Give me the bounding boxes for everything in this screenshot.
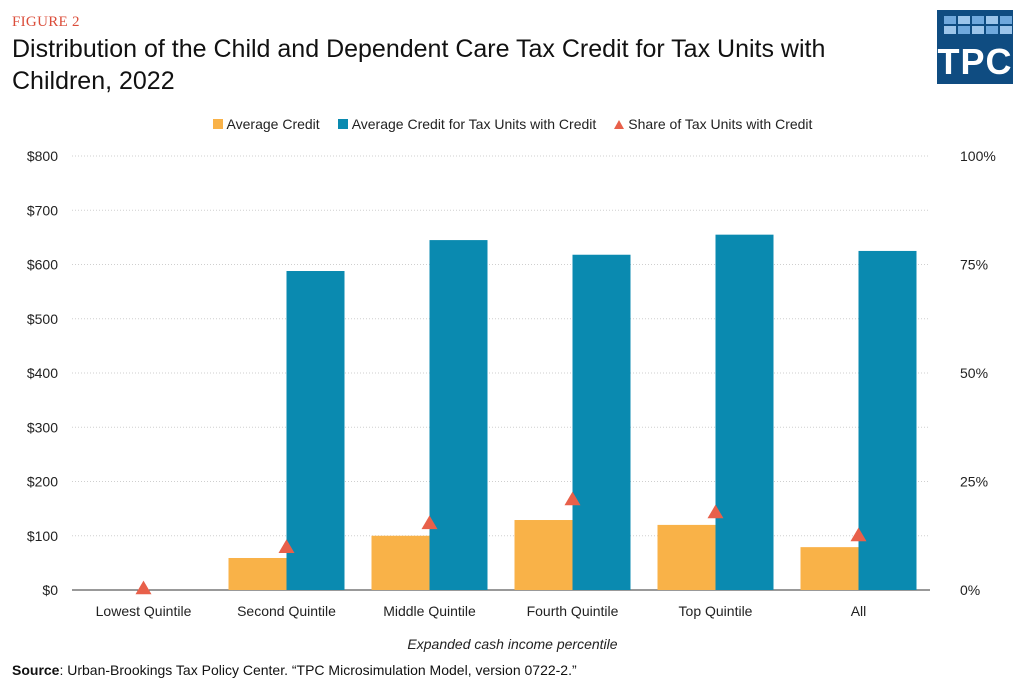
y2-tick-label: 0% <box>960 582 980 598</box>
logo-grid-icon <box>944 16 1012 34</box>
source-text: : Urban-Brookings Tax Policy Center. “TP… <box>59 662 577 678</box>
y-tick-label: $600 <box>27 257 58 273</box>
x-tick-label: Fourth Quintile <box>527 603 619 619</box>
y-tick-label: $200 <box>27 474 58 490</box>
x-tick-label: Middle Quintile <box>383 603 476 619</box>
chart-title: Distribution of the Child and Dependent … <box>12 35 826 95</box>
marker-share <box>278 539 295 553</box>
source-label: Source <box>12 662 60 678</box>
x-tick-label: Lowest Quintile <box>96 603 192 619</box>
x-tick-label: All <box>851 603 867 619</box>
legend-label: Average Credit <box>226 116 320 132</box>
x-tick-label: Top Quintile <box>679 603 753 619</box>
bar-average-credit-with-credit <box>429 240 488 590</box>
logo-text: TPC <box>937 41 1013 82</box>
y-tick-label: $500 <box>27 311 58 327</box>
chart-legend: Average Credit Average Credit for Tax Un… <box>0 116 1025 132</box>
legend-swatch-average-credit <box>212 119 223 129</box>
y2-tick-label: 50% <box>960 365 988 381</box>
x-tick-label: Second Quintile <box>237 603 336 619</box>
y-tick-label: $800 <box>27 148 58 164</box>
bar-average-credit-with-credit <box>858 250 917 590</box>
bar-average-credit <box>371 535 430 590</box>
y2-tick-label: 75% <box>960 257 988 273</box>
source-note: Source: Urban-Brookings Tax Policy Cente… <box>12 662 577 678</box>
figure-label: FIGURE 2 <box>12 14 80 30</box>
y-tick-label: $700 <box>27 202 58 218</box>
y-tick-label: $300 <box>27 419 58 435</box>
bar-average-credit-with-credit <box>572 254 631 591</box>
bar-average-credit-with-credit <box>715 234 774 590</box>
bar-average-credit <box>228 557 287 590</box>
bar-average-credit-with-credit <box>286 271 345 590</box>
marker-share <box>707 504 724 519</box>
marker-share <box>564 491 581 506</box>
legend-item-share: Share of Tax Units with Credit <box>614 116 812 132</box>
triangle-marker-icon <box>614 119 625 129</box>
tpc-logo: TPC <box>937 10 1013 84</box>
legend-label: Share of Tax Units with Credit <box>628 116 813 132</box>
y2-tick-label: 100% <box>960 148 996 164</box>
legend-label: Average Credit for Tax Units with Credit <box>351 116 597 132</box>
y2-tick-label: 25% <box>960 474 988 490</box>
bar-average-credit <box>514 520 573 590</box>
y-tick-label: $100 <box>27 528 58 544</box>
bar-average-credit <box>800 547 859 590</box>
legend-swatch-average-credit-with-credit <box>337 119 348 129</box>
legend-item-average-credit-with-credit: Average Credit for Tax Units with Credit <box>337 116 597 132</box>
x-axis-title: Expanded cash income percentile <box>407 636 618 652</box>
y-tick-label: $0 <box>42 582 58 598</box>
marker-share <box>421 515 438 530</box>
marker-share <box>135 580 152 595</box>
marker-share <box>850 527 867 542</box>
legend-item-average-credit: Average Credit <box>212 116 320 132</box>
y-tick-label: $400 <box>27 365 58 381</box>
bar-average-credit <box>657 524 716 590</box>
